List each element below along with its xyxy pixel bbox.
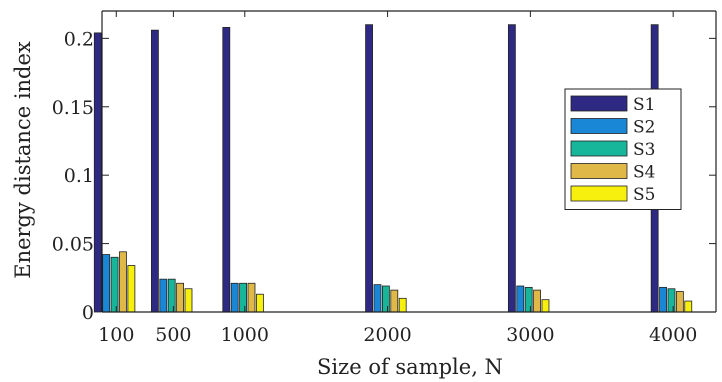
bar-s2-500 [159, 278, 168, 313]
bar-s2-3000 [516, 285, 525, 313]
bar-s4-1000 [247, 282, 256, 313]
x-tick-label: 100 [98, 324, 134, 346]
bar-s5-2000 [398, 297, 407, 313]
bar-s1-100 [93, 32, 102, 313]
bar-s2-1000 [230, 282, 239, 313]
legend-label-s4: S4 [633, 163, 655, 183]
legend-label-s3: S3 [633, 140, 655, 160]
legend-swatch-s3 [570, 140, 628, 157]
bar-s4-100 [119, 251, 127, 313]
bar-s1-500 [150, 29, 159, 313]
bar-s2-2000 [373, 284, 382, 313]
bar-s3-500 [167, 278, 176, 313]
labels-layer: 0 0.05 0.1 0.15 0.2 100 500 1000 2000 3000 4000 [52, 28, 698, 346]
bar-s5-500 [184, 288, 193, 313]
bar-s3-4000 [667, 288, 676, 313]
legend-swatch-s2 [570, 118, 628, 134]
bar-s3-3000 [524, 286, 533, 313]
x-tick-label: 3000 [506, 324, 554, 346]
legend-label-s2: S2 [633, 118, 655, 138]
x-tick-label: 4000 [649, 324, 697, 346]
x-axis-title: Size of sample, N [317, 355, 503, 379]
bar-s3-1000 [239, 282, 247, 313]
y-tick-label: 0.05 [52, 234, 94, 256]
x-tick-label: 500 [155, 324, 191, 346]
bars-layer [93, 24, 693, 313]
bar-s1-3000 [507, 24, 516, 313]
bar-s1-1000 [222, 27, 231, 313]
y-tick-label: 0.15 [52, 97, 94, 119]
legend-label-s1: S1 [633, 95, 655, 115]
bar-s4-3000 [533, 289, 541, 313]
y-tick-label: 0.2 [64, 28, 94, 50]
bar-s5-1000 [255, 293, 264, 313]
axes-layer [101, 10, 717, 313]
y-axis-title: Energy distance index [11, 41, 35, 279]
bar-s4-2000 [390, 289, 399, 313]
bar-s3-2000 [381, 285, 390, 313]
bar-s5-100 [127, 265, 136, 313]
legend-swatch-s5 [570, 185, 628, 202]
bar-s4-500 [176, 282, 184, 313]
y-tick-label: 0 [82, 302, 94, 324]
bar-s2-100 [102, 254, 111, 313]
legend-swatch-s4 [570, 163, 628, 179]
legend-swatch-s1 [570, 95, 628, 112]
x-tick-label: 1000 [221, 324, 269, 346]
bar-s3-100 [110, 256, 119, 313]
bar-s4-4000 [675, 291, 684, 313]
bar-s5-4000 [684, 300, 693, 313]
legend-label-s5: S5 [633, 185, 655, 205]
bar-s1-2000 [365, 24, 373, 313]
y-tick-label: 0.1 [64, 165, 94, 187]
bar-s5-3000 [541, 299, 550, 313]
x-tick-label: 2000 [363, 324, 411, 346]
bar-s2-4000 [659, 286, 667, 313]
